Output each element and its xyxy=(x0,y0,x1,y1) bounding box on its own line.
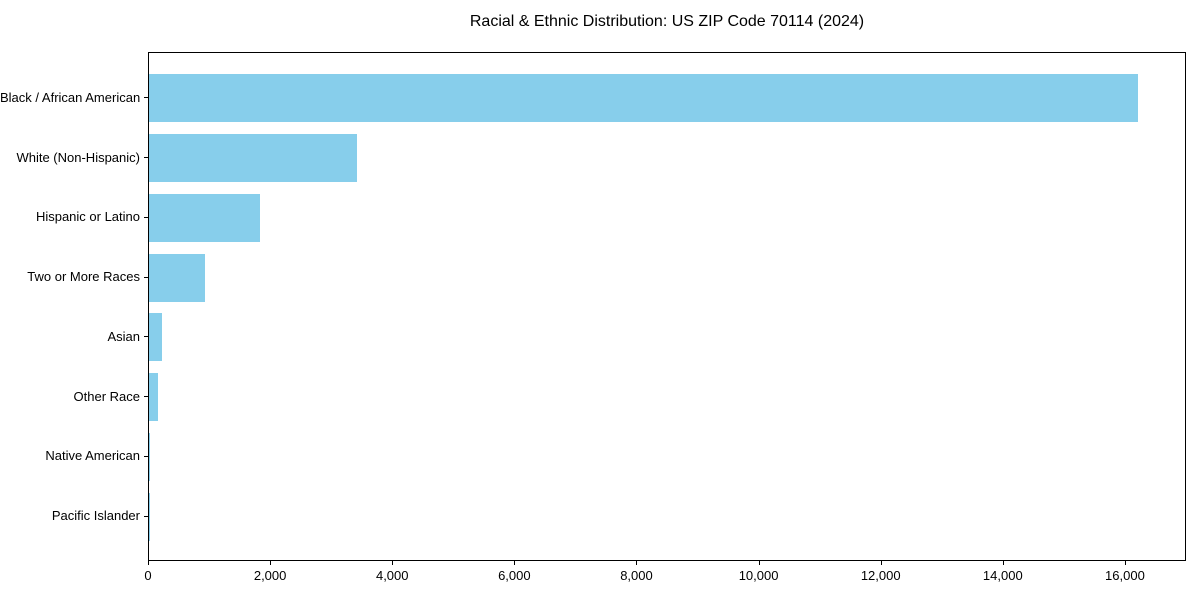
bar-white-non-hispanic xyxy=(149,134,357,183)
x-axis-label: 14,000 xyxy=(982,568,1023,583)
y-tick-mark xyxy=(144,336,148,338)
bar-other-race xyxy=(149,373,159,422)
y-tick-mark xyxy=(144,276,148,278)
bar-asian xyxy=(149,313,162,362)
x-tick-mark xyxy=(514,561,516,565)
y-axis-label: Asian xyxy=(107,328,140,344)
y-axis-label: Black / African American xyxy=(0,89,141,105)
x-tick-mark xyxy=(270,561,272,565)
x-axis-label: 0 xyxy=(144,568,152,583)
y-axis-label: Hispanic or Latino xyxy=(35,209,140,225)
x-axis-label: 2,000 xyxy=(253,568,287,583)
bar-two-or-more-races xyxy=(149,253,206,302)
x-axis-label: 4,000 xyxy=(375,568,409,583)
y-tick-mark xyxy=(144,455,148,457)
bar-black-african-american xyxy=(149,74,1139,123)
y-tick-mark xyxy=(144,515,148,517)
chart-title: Racial & Ethnic Distribution: US ZIP Cod… xyxy=(469,13,865,30)
bar-hispanic-or-latino xyxy=(149,193,261,242)
y-axis-label: White (Non-Hispanic) xyxy=(16,149,140,165)
y-tick-mark xyxy=(144,97,148,99)
x-axis-label: 12,000 xyxy=(860,568,901,583)
y-tick-mark xyxy=(144,157,148,159)
x-tick-mark xyxy=(636,561,638,565)
x-tick-mark xyxy=(1124,561,1126,565)
x-tick-mark xyxy=(148,561,149,565)
y-tick-mark xyxy=(144,396,148,398)
y-axis-label: Pacific Islander xyxy=(51,508,140,524)
x-axis-label: 10,000 xyxy=(738,568,779,583)
x-tick-mark xyxy=(880,561,882,565)
x-tick-mark xyxy=(1002,561,1004,565)
y-axis-label: Two or More Races xyxy=(27,269,140,285)
x-axis-label: 6,000 xyxy=(498,568,531,583)
x-tick-mark xyxy=(758,561,760,565)
x-axis-label: 16,000 xyxy=(1105,568,1145,583)
y-axis-label: Native American xyxy=(45,448,140,464)
y-tick-mark xyxy=(144,216,148,218)
x-tick-mark xyxy=(392,561,394,565)
y-axis-label: Other Race xyxy=(73,388,140,404)
bar-native-american xyxy=(149,432,150,481)
plot-area xyxy=(148,52,1186,561)
x-axis-label: 8,000 xyxy=(620,568,653,583)
